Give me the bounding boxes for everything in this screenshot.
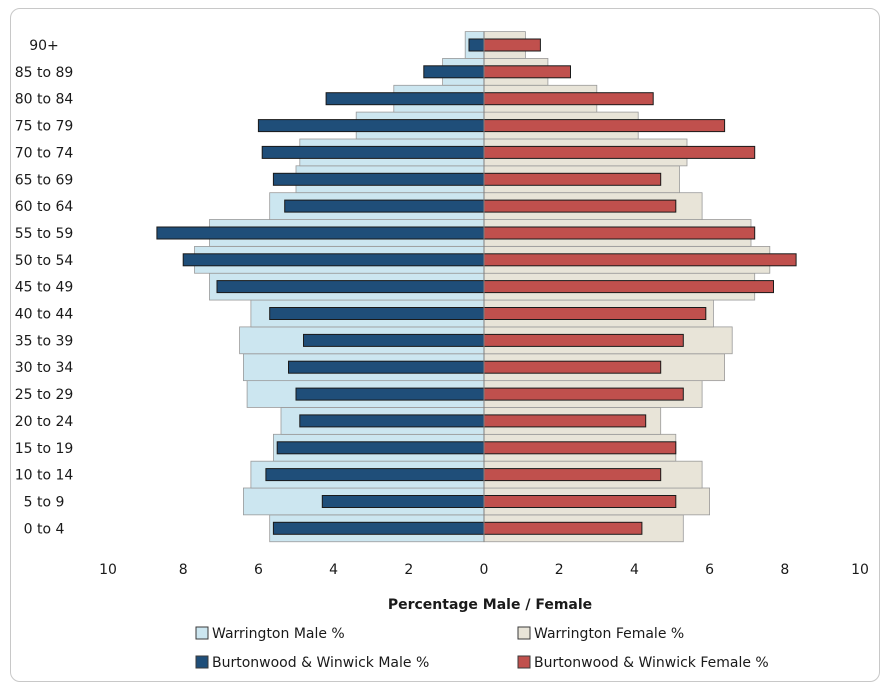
bar-burtonwood-winwick-female-10-to-14 bbox=[483, 468, 662, 482]
bar-burtonwood-winwick-male-25-to-29 bbox=[295, 387, 485, 401]
bar-burtonwood-winwick-male-70-to-74 bbox=[261, 145, 485, 159]
bar-burtonwood-winwick-female-70-to-74 bbox=[483, 145, 756, 159]
legend-swatch-burtonwood-winwick-female bbox=[517, 655, 531, 669]
y-tick-label-30-to-34: 30 to 34 bbox=[15, 360, 74, 376]
legend-swatch-warrington-female bbox=[517, 626, 531, 640]
y-tick-label-40-to-44: 40 to 44 bbox=[15, 307, 74, 323]
bar-burtonwood-winwick-male-85-to-89 bbox=[423, 65, 485, 79]
legend-swatch-warrington-male bbox=[195, 626, 209, 640]
y-tick-label-25-to-29: 25 to 29 bbox=[15, 387, 74, 403]
x-tick-label-10: 10 bbox=[851, 562, 869, 578]
y-tick-label-5-to-9: 5 to 9 bbox=[24, 495, 65, 511]
legend-label-warrington-male: Warrington Male % bbox=[212, 626, 345, 642]
bar-burtonwood-winwick-male-60-to-64 bbox=[284, 199, 485, 213]
y-tick-label-90: 90+ bbox=[29, 38, 59, 54]
bar-burtonwood-winwick-male-35-to-39 bbox=[303, 333, 485, 347]
y-tick-label-50-to-54: 50 to 54 bbox=[15, 253, 74, 269]
y-tick-label-55-to-59: 55 to 59 bbox=[15, 226, 74, 242]
x-tick-label-2: 6 bbox=[254, 562, 263, 578]
bar-burtonwood-winwick-female-45-to-49 bbox=[483, 280, 774, 294]
bar-burtonwood-winwick-male-30-to-34 bbox=[288, 360, 485, 374]
bar-burtonwood-winwick-female-90 bbox=[483, 38, 541, 52]
x-tick-label-1: 8 bbox=[179, 562, 188, 578]
bar-burtonwood-winwick-female-75-to-79 bbox=[483, 119, 726, 133]
y-tick-label-15-to-19: 15 to 19 bbox=[15, 441, 74, 457]
y-tick-label-20-to-24: 20 to 24 bbox=[15, 414, 74, 430]
x-tick-label-0: 10 bbox=[99, 562, 117, 578]
bar-burtonwood-winwick-female-15-to-19 bbox=[483, 441, 677, 455]
legend-label-burtonwood-winwick-female: Burtonwood & Winwick Female % bbox=[534, 655, 769, 671]
y-tick-label-45-to-49: 45 to 49 bbox=[15, 280, 74, 296]
bar-burtonwood-winwick-female-55-to-59 bbox=[483, 226, 756, 240]
bar-burtonwood-winwick-male-20-to-24 bbox=[299, 414, 485, 428]
x-tick-label-6: 2 bbox=[555, 562, 564, 578]
x-axis-title: Percentage Male / Female bbox=[388, 597, 592, 613]
legend-label-burtonwood-winwick-male: Burtonwood & Winwick Male % bbox=[212, 655, 429, 671]
bar-burtonwood-winwick-female-60-to-64 bbox=[483, 199, 677, 213]
bar-burtonwood-winwick-female-25-to-29 bbox=[483, 387, 684, 401]
x-tick-label-7: 4 bbox=[630, 562, 639, 578]
bar-burtonwood-winwick-female-0-to-4 bbox=[483, 521, 643, 535]
x-tick-label-8: 6 bbox=[705, 562, 714, 578]
bar-burtonwood-winwick-female-30-to-34 bbox=[483, 360, 662, 374]
bar-burtonwood-winwick-male-90 bbox=[468, 38, 485, 52]
x-tick-label-3: 4 bbox=[329, 562, 338, 578]
y-tick-label-80-to-84: 80 to 84 bbox=[15, 92, 74, 108]
bar-burtonwood-winwick-female-65-to-69 bbox=[483, 172, 662, 186]
bar-burtonwood-winwick-female-5-to-9 bbox=[483, 495, 677, 508]
bar-burtonwood-winwick-female-20-to-24 bbox=[483, 414, 647, 428]
bar-burtonwood-winwick-male-10-to-14 bbox=[265, 468, 485, 482]
bar-burtonwood-winwick-male-5-to-9 bbox=[321, 495, 485, 508]
bar-burtonwood-winwick-female-85-to-89 bbox=[483, 65, 571, 79]
bar-burtonwood-winwick-male-0-to-4 bbox=[272, 521, 485, 535]
bar-burtonwood-winwick-female-40-to-44 bbox=[483, 307, 707, 320]
bar-burtonwood-winwick-male-65-to-69 bbox=[272, 172, 485, 186]
bar-burtonwood-winwick-female-80-to-84 bbox=[483, 92, 654, 106]
y-tick-label-70-to-74: 70 to 74 bbox=[15, 145, 74, 161]
y-tick-label-35-to-39: 35 to 39 bbox=[15, 333, 74, 349]
bar-burtonwood-winwick-male-55-to-59 bbox=[156, 226, 485, 240]
y-tick-label-85-to-89: 85 to 89 bbox=[15, 65, 74, 81]
x-tick-label-9: 8 bbox=[780, 562, 789, 578]
bar-burtonwood-winwick-male-40-to-44 bbox=[269, 307, 485, 320]
bar-burtonwood-winwick-male-15-to-19 bbox=[276, 441, 485, 455]
bar-burtonwood-winwick-male-50-to-54 bbox=[182, 253, 485, 267]
y-tick-label-10-to-14: 10 to 14 bbox=[15, 468, 74, 484]
x-tick-label-5: 0 bbox=[480, 562, 489, 578]
bar-burtonwood-winwick-male-45-to-49 bbox=[216, 280, 485, 294]
legend-swatch-burtonwood-winwick-male bbox=[195, 655, 209, 669]
bar-burtonwood-winwick-female-50-to-54 bbox=[483, 253, 797, 267]
y-tick-label-60-to-64: 60 to 64 bbox=[15, 199, 74, 215]
bar-burtonwood-winwick-male-80-to-84 bbox=[325, 92, 485, 106]
y-tick-label-65-to-69: 65 to 69 bbox=[15, 172, 74, 188]
y-tick-label-0-to-4: 0 to 4 bbox=[24, 521, 65, 537]
legend-label-warrington-female: Warrington Female % bbox=[534, 626, 684, 642]
bar-burtonwood-winwick-female-35-to-39 bbox=[483, 333, 684, 347]
x-tick-label-4: 2 bbox=[404, 562, 413, 578]
bar-burtonwood-winwick-male-75-to-79 bbox=[257, 119, 485, 133]
y-tick-label-75-to-79: 75 to 79 bbox=[15, 119, 74, 135]
